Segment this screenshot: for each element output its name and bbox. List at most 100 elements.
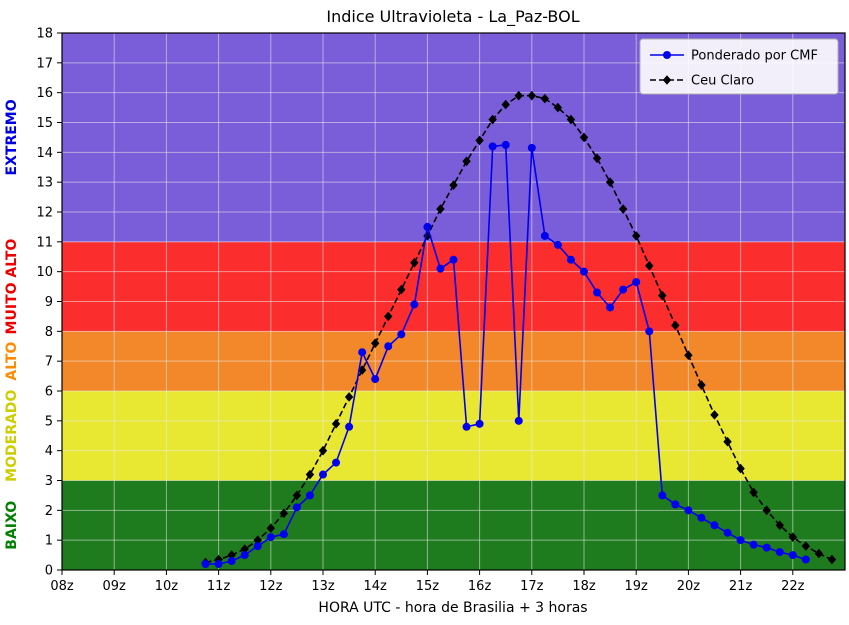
marker-diamond (305, 469, 315, 480)
y-tick-label: 18 (36, 27, 53, 42)
marker-diamond (684, 350, 693, 360)
marker-circle (305, 491, 314, 500)
x-tick-label: 17z (520, 579, 544, 594)
y-tick-label: 11 (36, 235, 53, 250)
marker-circle (606, 303, 615, 312)
legend: Ponderado por CMF Ceu Claro (639, 38, 839, 95)
marker-circle (449, 255, 458, 264)
marker-diamond (632, 231, 641, 241)
series-ponderado-por-cmf (201, 140, 810, 569)
marker-diamond (410, 257, 419, 268)
marker-circle (762, 543, 771, 552)
marker-circle (358, 348, 367, 357)
marker-circle (436, 264, 445, 273)
marker-diamond (397, 284, 406, 295)
marker-diamond (645, 260, 654, 271)
marker-circle (736, 536, 745, 545)
marker-circle (514, 416, 523, 425)
y-tick-label: 3 (45, 474, 53, 489)
marker-circle (775, 548, 784, 557)
marker-diamond (475, 135, 484, 146)
y-tick-label: 15 (36, 116, 53, 131)
y-tick-label: 6 (45, 385, 53, 400)
band-baixo (62, 480, 845, 570)
marker-diamond (723, 436, 732, 447)
marker-diamond (605, 177, 615, 187)
marker-diamond (566, 114, 576, 125)
marker-diamond (344, 392, 354, 402)
x-tick-label: 20z (677, 579, 701, 594)
marker-circle (201, 560, 210, 569)
y-tick-label: 7 (45, 355, 53, 370)
y-tick-label: 5 (45, 414, 53, 429)
legend-marker-circle (663, 51, 671, 59)
marker-diamond (736, 463, 745, 474)
marker-diamond (253, 535, 262, 545)
marker-circle (384, 342, 393, 351)
x-tick-label: 19z (625, 579, 649, 594)
marker-diamond (775, 520, 784, 531)
marker-diamond (436, 204, 445, 214)
marker-circle (266, 533, 275, 542)
marker-circle (292, 503, 301, 512)
y-tick-label: 4 (45, 444, 53, 459)
marker-diamond (514, 90, 523, 101)
marker-circle (345, 422, 354, 431)
marker-diamond (814, 548, 824, 559)
marker-diamond (527, 90, 536, 101)
y-tick-label: 0 (45, 564, 53, 579)
marker-circle (475, 419, 484, 428)
legend-label-ceu-claro: Ceu Claro (691, 74, 754, 89)
marker-diamond (371, 338, 380, 349)
marker-diamond (618, 204, 628, 214)
marker-circle (488, 142, 497, 151)
marker-diamond (331, 419, 341, 429)
band-label-baixo: BAIXO (4, 501, 20, 550)
x-tick-label: 12z (259, 579, 283, 594)
series-ceu-claro (201, 90, 837, 568)
marker-diamond (214, 554, 223, 565)
band-label-moderado: MODERADO (4, 390, 20, 482)
marker-circle (566, 255, 575, 264)
marker-diamond (266, 523, 275, 534)
marker-diamond (801, 541, 811, 551)
marker-circle (527, 143, 536, 152)
y-tick-label: 14 (36, 146, 53, 161)
marker-diamond (671, 320, 680, 331)
marker-diamond (553, 102, 563, 113)
y-tick-label: 2 (45, 504, 53, 519)
marker-diamond (697, 380, 706, 390)
x-tick-label: 15z (416, 579, 440, 594)
marker-diamond (279, 508, 289, 519)
marker-circle (462, 422, 471, 431)
marker-circle (540, 231, 549, 240)
y-tick-label: 13 (36, 176, 53, 191)
axes: 08z 09z 10z 11z 12z 13z 14z 15z 16z 17z 18z 19z 20z 2… (36, 27, 846, 594)
marker-circle (501, 140, 510, 149)
y-tick-label: 10 (36, 265, 53, 280)
x-tick-label: 21z (729, 579, 753, 594)
marker-diamond (710, 410, 719, 420)
marker-circle (619, 285, 628, 294)
x-tick-label: 16z (468, 579, 492, 594)
band-moderado (62, 391, 845, 481)
y-tick-label: 8 (45, 325, 53, 340)
marker-circle (397, 330, 406, 339)
y-tick-label: 16 (36, 86, 53, 101)
x-tick-label: 10z (155, 579, 179, 594)
band-label-extremo: EXTREMO (4, 99, 20, 175)
marker-circle (580, 267, 588, 276)
marker-diamond (488, 114, 497, 125)
band-label-alto: ALTO (4, 342, 20, 381)
marker-circle (645, 327, 654, 336)
y-tick-label: 1 (45, 534, 53, 549)
marker-circle (658, 491, 667, 500)
marker-diamond (749, 487, 758, 498)
x-tick-label: 14z (364, 579, 388, 594)
marker-diamond (227, 550, 236, 560)
y-tick-label: 9 (45, 295, 53, 310)
marker-diamond (788, 532, 797, 542)
chart-title: Indice Ultravioleta - La_Paz-BOL (326, 7, 579, 27)
marker-diamond (240, 544, 249, 554)
